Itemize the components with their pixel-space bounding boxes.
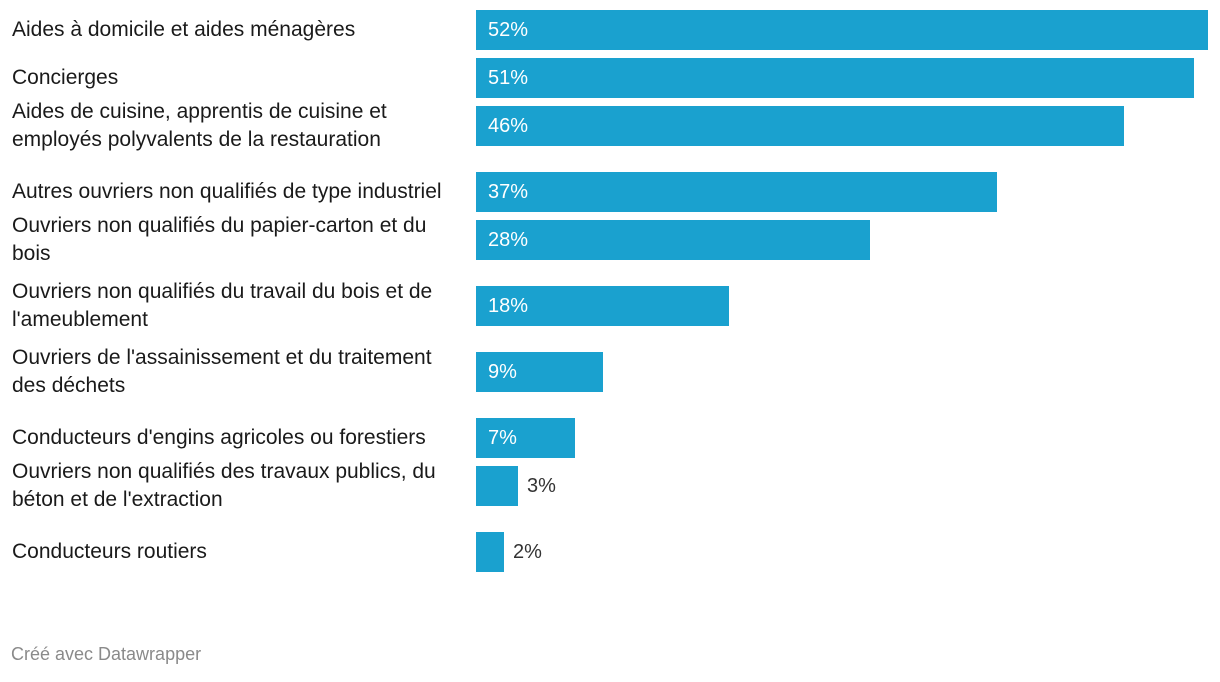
category-label: Conducteurs d'engins agricoles ou forest… <box>12 426 426 449</box>
bar <box>476 10 1208 50</box>
value-label: 7% <box>488 427 517 449</box>
category-label: Ouvriers non qualifiés des travaux publi… <box>12 460 436 511</box>
category-label: Autres ouvriers non qualifiés de type in… <box>12 180 442 203</box>
bar <box>476 466 518 506</box>
credit-footer: Créé avec Datawrapper <box>11 644 202 664</box>
bar-chart: Aides à domicile et aides ménagères 52% Co… <box>12 10 1208 572</box>
category-label: Ouvriers de l'assainissement et du trait… <box>12 346 432 397</box>
category-label: Concierges <box>12 66 119 89</box>
bar <box>476 418 575 458</box>
category-label: Ouvriers non qualifiés du travail du boi… <box>12 280 433 331</box>
category-label: Ouvriers non qualifiés du papier-carton … <box>12 214 427 265</box>
value-label: 18% <box>488 295 529 317</box>
bar <box>476 172 997 212</box>
bar <box>476 220 870 260</box>
bar <box>476 532 504 572</box>
value-label: 51% <box>488 67 529 89</box>
value-label: 28% <box>488 229 529 251</box>
bar <box>476 286 729 326</box>
value-label: 37% <box>488 181 529 203</box>
category-label: Aides de cuisine, apprentis de cuisine e… <box>12 100 387 151</box>
value-label: 2% <box>513 541 542 563</box>
bar <box>476 58 1194 98</box>
bar <box>476 352 603 392</box>
bar <box>476 106 1124 146</box>
category-label: Aides à domicile et aides ménagères <box>12 18 356 41</box>
value-label: 9% <box>488 361 517 383</box>
value-label: 3% <box>527 475 556 497</box>
value-label: 46% <box>488 115 529 137</box>
category-label: Conducteurs routiers <box>12 540 207 563</box>
value-label: 52% <box>488 19 529 41</box>
